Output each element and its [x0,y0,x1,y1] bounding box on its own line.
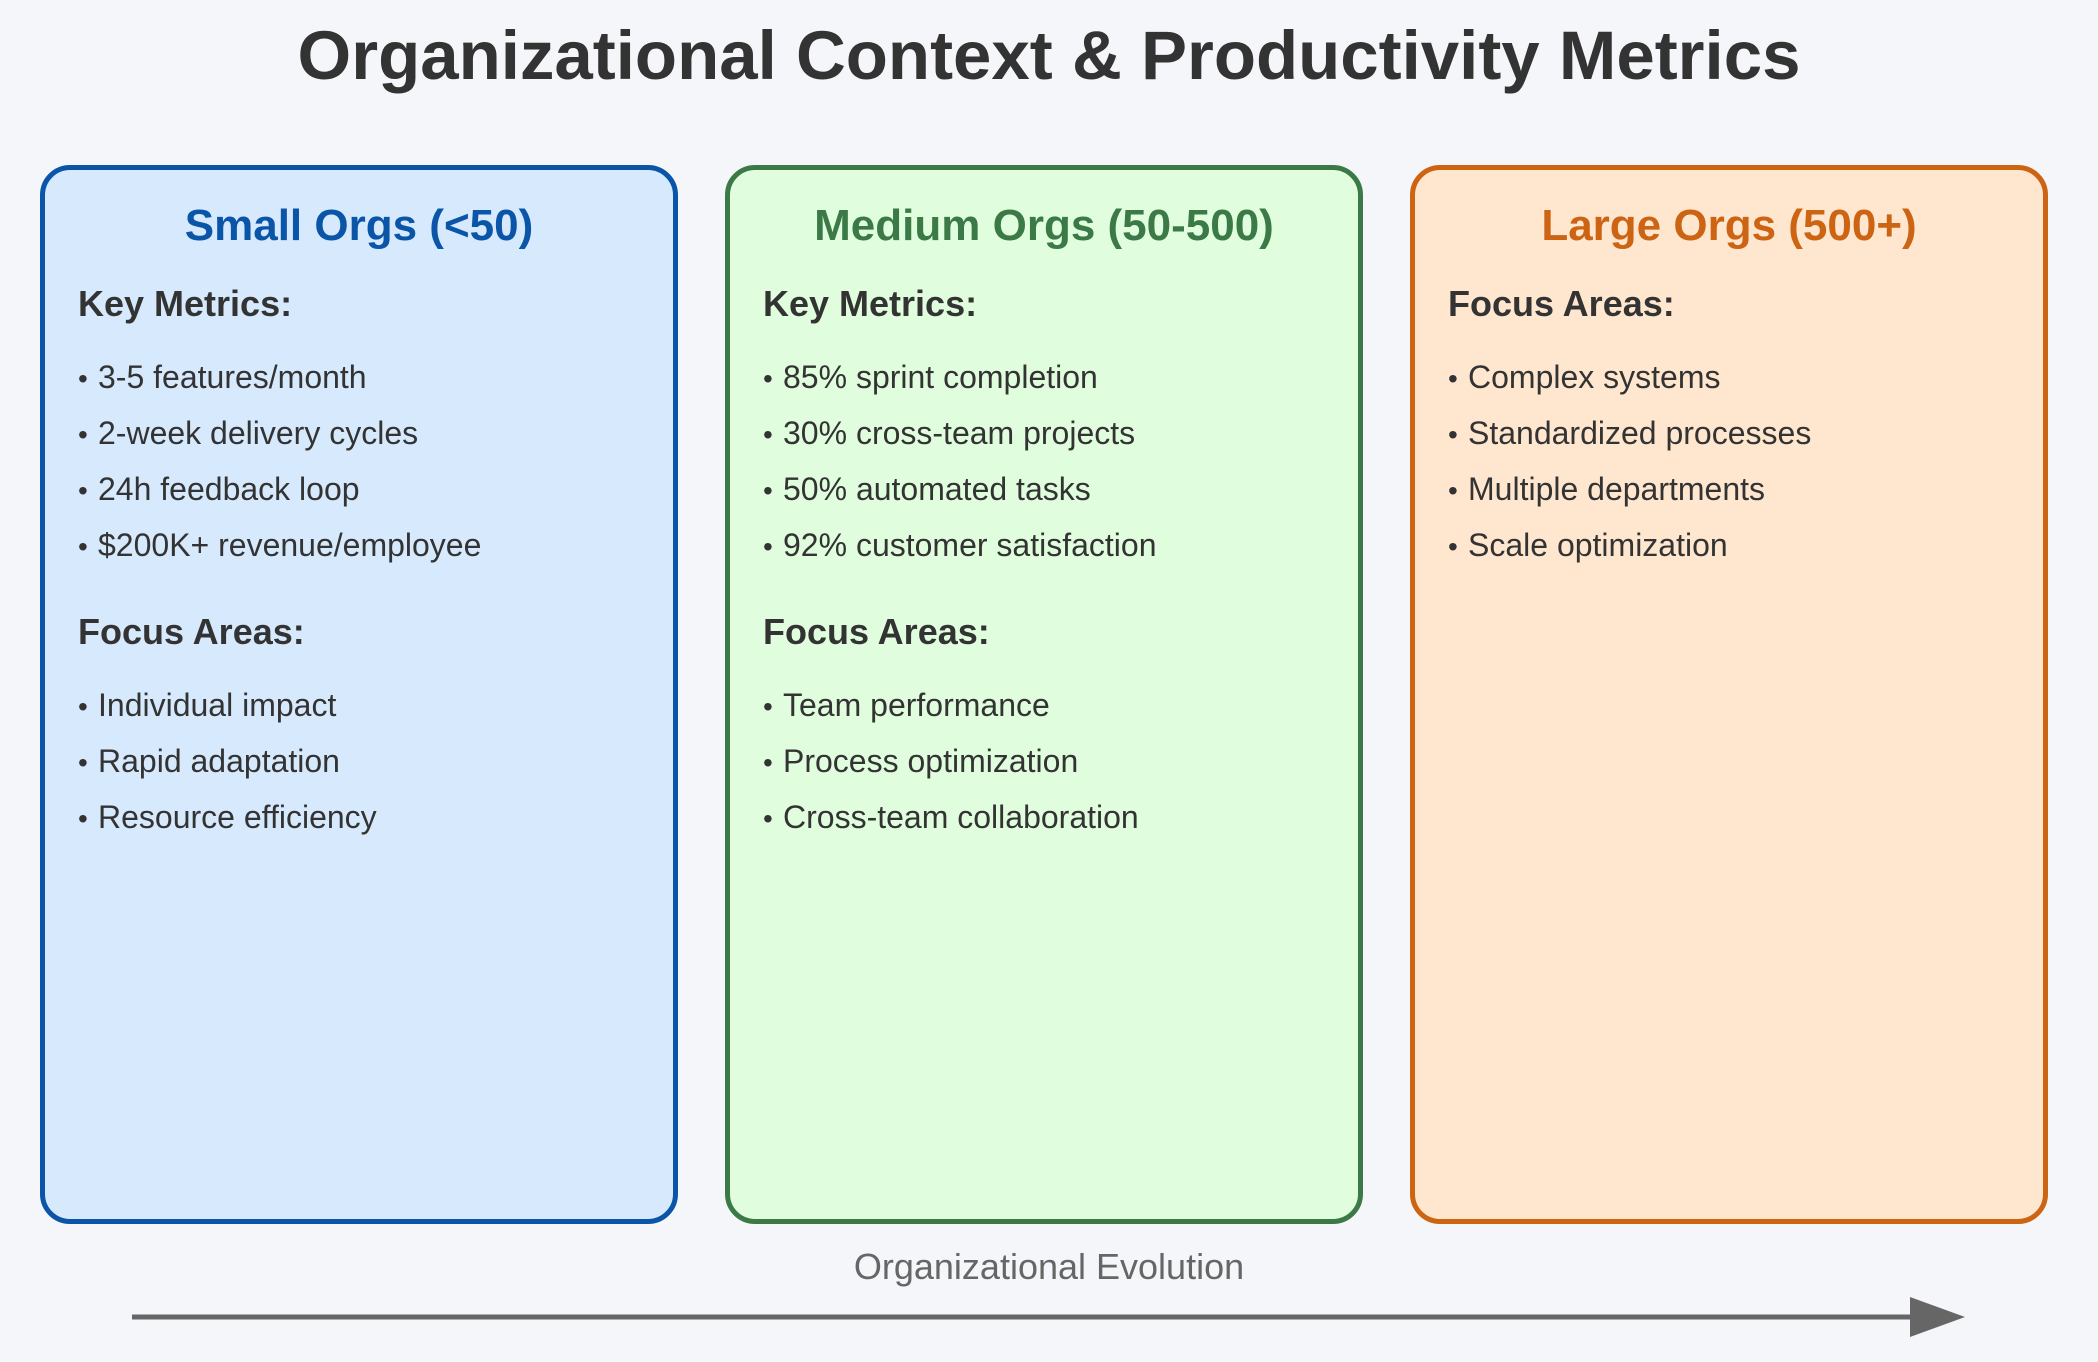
page-title: Organizational Context & Productivity Me… [297,17,1801,94]
bullet-icon: • [763,531,773,562]
focus-areas-list: • Individual impact • Rapid adaptation • Re… [78,678,377,846]
bullet-icon: • [78,747,88,778]
bullet-icon: • [78,803,88,834]
list-item: • Cross-team collaboration [763,790,1139,846]
bullet-icon: • [1448,475,1458,506]
bullet-icon: • [1448,419,1458,450]
focus-areas-list: • Complex systems • Standardized processes… [1448,350,1811,574]
key-metrics-heading: Key Metrics: [763,283,978,324]
bullet-icon: • [78,691,88,722]
bullet-icon: • [763,803,773,834]
card-large-orgs: Large Orgs (500+) Focus Areas: • Complex … [1410,165,2048,1224]
list-item: • Multiple departments [1448,462,1811,518]
evolution-arrow-icon [132,1297,1965,1337]
arrow-head [1910,1297,1965,1337]
list-item: • 24h feedback loop [78,462,481,518]
bullet-icon: • [78,419,88,450]
evolution-label: Organizational Evolution [853,1246,1245,1287]
bullet-icon: • [1448,363,1458,394]
list-item: • 50% automated tasks [763,462,1157,518]
list-item: • $200K+ revenue/employee [78,518,481,574]
list-item: • Complex systems [1448,350,1811,406]
card-small-orgs: Small Orgs (<50) Key Metrics: • 3-5 featu… [40,165,678,1224]
card-title-large: Large Orgs (500+) [1541,201,1917,250]
bullet-icon: • [78,475,88,506]
list-item: • Individual impact [78,678,377,734]
bullet-icon: • [763,363,773,394]
card-medium-orgs: Medium Orgs (50-500) Key Metrics: • 85% s… [725,165,1363,1224]
focus-areas-heading: Focus Areas: [763,611,990,652]
focus-areas-heading: Focus Areas: [1448,283,1675,324]
list-item: • Resource efficiency [78,790,377,846]
list-item: • 2-week delivery cycles [78,406,481,462]
bullet-icon: • [78,363,88,394]
bullet-icon: • [1448,531,1458,562]
focus-areas-heading: Focus Areas: [78,611,305,652]
list-item: • 92% customer satisfaction [763,518,1157,574]
list-item: • 3-5 features/month [78,350,481,406]
list-item: • Team performance [763,678,1139,734]
list-item: • Process optimization [763,734,1139,790]
list-item: • Standardized processes [1448,406,1811,462]
list-item: • Rapid adaptation [78,734,377,790]
bullet-icon: • [763,419,773,450]
card-title-medium: Medium Orgs (50-500) [814,201,1274,250]
list-item: • 30% cross-team projects [763,406,1157,462]
focus-areas-list: • Team performance • Process optimization … [763,678,1139,846]
list-item: • Scale optimization [1448,518,1811,574]
bullet-icon: • [78,531,88,562]
card-title-small: Small Orgs (<50) [184,201,534,250]
bullet-icon: • [763,691,773,722]
bullet-icon: • [763,475,773,506]
bullet-icon: • [763,747,773,778]
list-item: • 85% sprint completion [763,350,1157,406]
key-metrics-list: • 3-5 features/month • 2-week delivery cyc… [78,350,481,574]
key-metrics-heading: Key Metrics: [78,283,293,324]
key-metrics-list: • 85% sprint completion • 30% cross-team p… [763,350,1157,574]
